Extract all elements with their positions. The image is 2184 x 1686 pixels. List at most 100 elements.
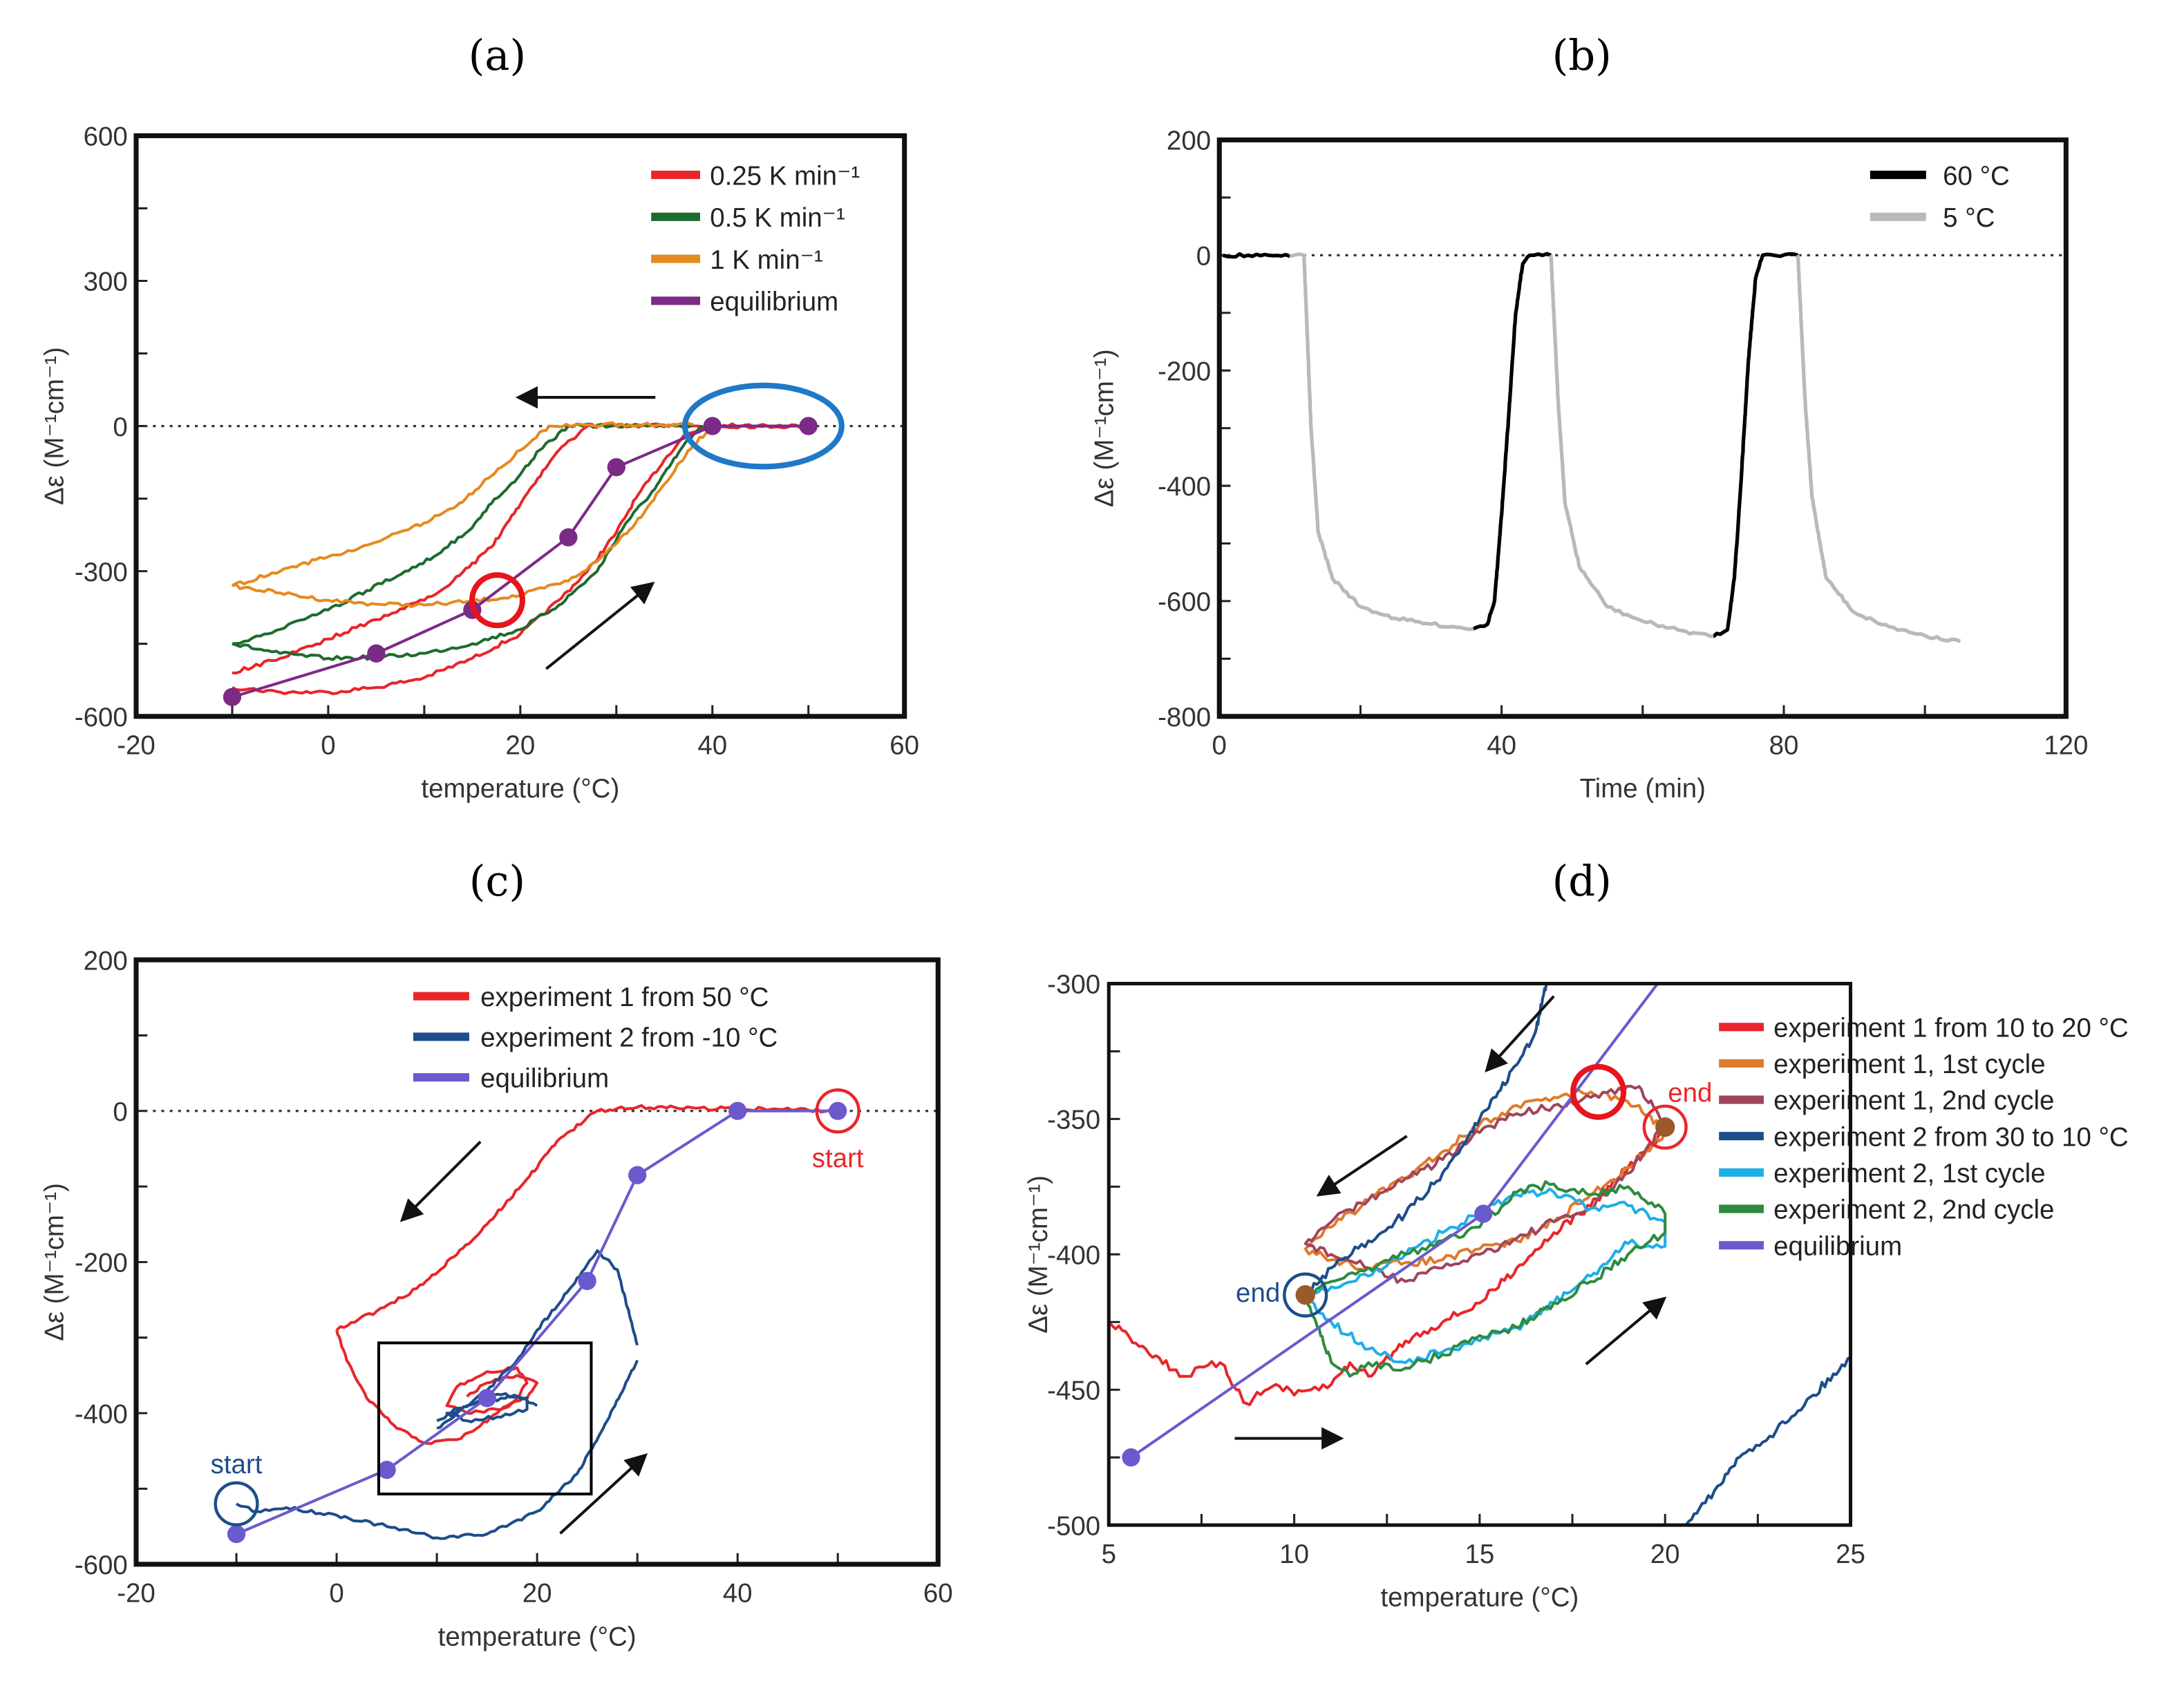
chart-panel-a: -20 0 20 40 60 -600 -300 0 300 600 temperature (°C… (40, 122, 919, 804)
start-marker-circle (815, 1088, 860, 1134)
equilibrium-data-point (578, 1271, 596, 1290)
legend-label: equilibrium (480, 1063, 609, 1093)
x-tick-label: -20 (117, 730, 156, 760)
direction-arrow-icon (1585, 1296, 1667, 1365)
series-line-0-5-k-min- (232, 422, 694, 645)
y-axis-label: Δε (M⁻¹cm⁻¹) (1024, 1175, 1053, 1334)
y-tick-label: -400 (75, 1399, 128, 1429)
legend-label: 0.25 K min⁻¹ (710, 161, 860, 191)
series-line-experiment-2-from-30-to-10-c (1683, 1356, 1851, 1526)
y-tick-label: 0 (113, 413, 127, 442)
series-line-5-c (1549, 255, 1714, 639)
y-tick-label: -300 (1047, 970, 1100, 1000)
start-label: start (812, 1144, 864, 1173)
x-tick-label: 40 (697, 730, 727, 760)
series-line-experiment-2-from-30-to-10-c (1303, 983, 1548, 1296)
highlight-circle (1570, 1063, 1627, 1120)
highlight-circle (469, 572, 525, 629)
series-line-experiment-2-from-10-c (236, 1359, 639, 1540)
equilibrium-data-point (728, 1101, 747, 1120)
legend-label: 60 °C (1943, 161, 2010, 191)
series-line-equilibrium (236, 1109, 838, 1535)
equilibrium-data-point (478, 1389, 496, 1408)
equilibrium-data-point (1474, 1204, 1493, 1223)
y-tick-label: -200 (1158, 357, 1211, 386)
equilibrium-data-point (227, 1524, 246, 1544)
y-tick-label: 300 (84, 267, 128, 297)
direction-arrow-icon (1316, 1135, 1408, 1197)
chart-panel-d: 5 10 15 20 25 -500 -450 -400 -350 -300 temperature… (1024, 970, 2129, 1613)
y-tick-label: 600 (84, 122, 128, 152)
x-axis-label: temperature (°C) (421, 774, 619, 804)
x-tick-label: 20 (1650, 1540, 1680, 1569)
legend-label: 1 K min⁻¹ (710, 245, 823, 275)
y-tick-label: 200 (1167, 126, 1211, 156)
series-line-0-5-k-min- (232, 424, 704, 661)
x-axis-label: temperature (°C) (438, 1622, 637, 1651)
y-tick-label: -600 (75, 1551, 128, 1580)
series-line-60-c (1222, 252, 1291, 259)
series-line-1-k-min- (231, 421, 694, 587)
equilibrium-data-point (628, 1166, 647, 1184)
y-tick-label: -450 (1047, 1376, 1100, 1405)
y-tick-label: -400 (1047, 1240, 1100, 1270)
equilibrium-data-point (1122, 1448, 1140, 1467)
end-label: end (1668, 1079, 1712, 1108)
y-tick-label: 0 (1196, 242, 1211, 272)
series-line-experiment-1-2nd-cycle (1303, 1084, 1666, 1285)
x-tick-label: 80 (1769, 730, 1799, 760)
equilibrium-data-point (559, 528, 578, 547)
legend-label: equilibrium (710, 287, 838, 317)
plot-frame (133, 133, 907, 719)
equilibrium-data-point (703, 417, 722, 435)
series-line-1-k-min- (232, 425, 714, 609)
plot-frame (1216, 137, 2069, 719)
direction-arrow-icon (559, 1453, 648, 1535)
legend-label: experiment 2 from -10 °C (480, 1023, 778, 1053)
y-axis-label: Δε (M⁻¹cm⁻¹) (1089, 349, 1119, 507)
series-line-5-c (1289, 252, 1474, 632)
legend-label: experiment 1 from 50 °C (480, 983, 769, 1012)
equilibrium-data-point (377, 1460, 396, 1479)
y-tick-label: -300 (75, 558, 128, 587)
zoom-region-box (377, 1341, 593, 1496)
legend-label: 5 °C (1943, 203, 1995, 233)
x-tick-label: 0 (329, 1579, 343, 1609)
series-line-experiment-2-1st-cycle (1305, 1187, 1667, 1365)
y-axis-label: Δε (M⁻¹cm⁻¹) (40, 1183, 70, 1341)
end-label: end (1236, 1278, 1280, 1308)
end-marker-circle (1283, 1272, 1328, 1318)
equilibrium-data-point (223, 688, 242, 706)
series-line-experiment-1-1st-cycle (1303, 1088, 1667, 1271)
y-tick-label: -200 (75, 1249, 128, 1278)
x-tick-label: 40 (1487, 730, 1516, 760)
panel-title-c: (c) (469, 858, 525, 906)
equilibrium-data-point (367, 644, 386, 663)
equilibrium-data-point (829, 1101, 847, 1120)
chart-panel-b: 0 40 80 120 -800 -600 -400 -200 0 200 Time (min) Δε… (1089, 126, 2088, 804)
panel-title-b: (b) (1552, 32, 1612, 80)
legend-label: experiment 1 from 10 to 20 °C (1773, 1013, 2129, 1043)
x-tick-label: 20 (505, 730, 535, 760)
x-tick-label: 15 (1465, 1540, 1494, 1569)
x-tick-label: 0 (1212, 730, 1227, 760)
x-tick-label: 60 (889, 730, 919, 760)
panel-title-a: (a) (469, 32, 527, 80)
series-line-experiment-1-from-50-c (335, 1329, 539, 1446)
x-tick-label: 10 (1279, 1540, 1309, 1569)
highlight-ellipse (681, 382, 845, 470)
y-tick-label: -800 (1158, 703, 1211, 732)
series-line-0-25-k-min- (232, 422, 809, 674)
start-marker-circle (214, 1481, 259, 1526)
plot-frame (1107, 981, 1853, 1527)
legend-label: experiment 2 from 30 to 10 °C (1773, 1122, 2129, 1152)
endpoint-dot (1655, 1117, 1675, 1137)
start-label: start (211, 1450, 263, 1479)
x-tick-label: 60 (923, 1579, 953, 1609)
series-line-60-c (1712, 252, 1799, 638)
y-tick-label: -500 (1047, 1511, 1100, 1541)
series-line-experiment-1-from-10-to-20-c (1109, 1130, 1666, 1407)
y-tick-label: -600 (75, 703, 128, 732)
